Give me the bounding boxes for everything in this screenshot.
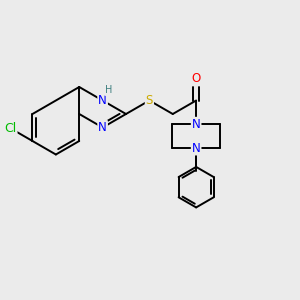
Text: N: N xyxy=(98,94,107,107)
Text: O: O xyxy=(191,72,201,86)
Text: N: N xyxy=(192,142,200,154)
Text: H: H xyxy=(105,85,112,95)
Text: N: N xyxy=(98,121,107,134)
Text: Cl: Cl xyxy=(4,122,16,135)
Text: N: N xyxy=(192,118,200,131)
Text: S: S xyxy=(146,94,153,107)
